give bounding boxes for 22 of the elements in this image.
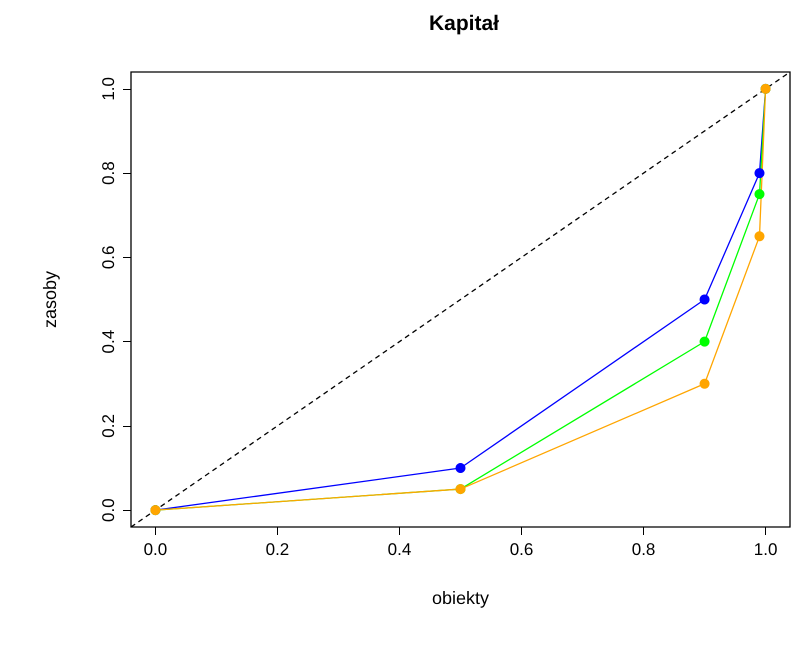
y-tick-label: 0.0 (99, 498, 118, 522)
chart-title: Kapitał (428, 12, 500, 35)
x-tick-label: 0.8 (632, 540, 656, 559)
y-tick-label: 1.0 (99, 77, 118, 101)
point (700, 336, 710, 347)
x-tick-label: 0.0 (144, 540, 168, 559)
y-axis-title: zasoby (40, 270, 60, 328)
x-tick-label: 1.0 (754, 540, 778, 559)
point (754, 168, 764, 178)
y-tick-label: 0.2 (99, 414, 118, 438)
point (754, 231, 764, 242)
x-tick-label: 0.2 (266, 540, 290, 559)
y-tick-label: 0.6 (99, 246, 118, 270)
point (456, 463, 466, 474)
point (754, 189, 764, 200)
x-tick-label: 0.4 (388, 540, 412, 559)
point (700, 294, 710, 304)
y-tick-label: 0.8 (99, 161, 118, 185)
point (700, 378, 710, 389)
x-tick-label: 0.6 (510, 540, 534, 559)
x-axis-title: obiekty (432, 588, 490, 608)
y-tick-label: 0.4 (99, 330, 118, 354)
